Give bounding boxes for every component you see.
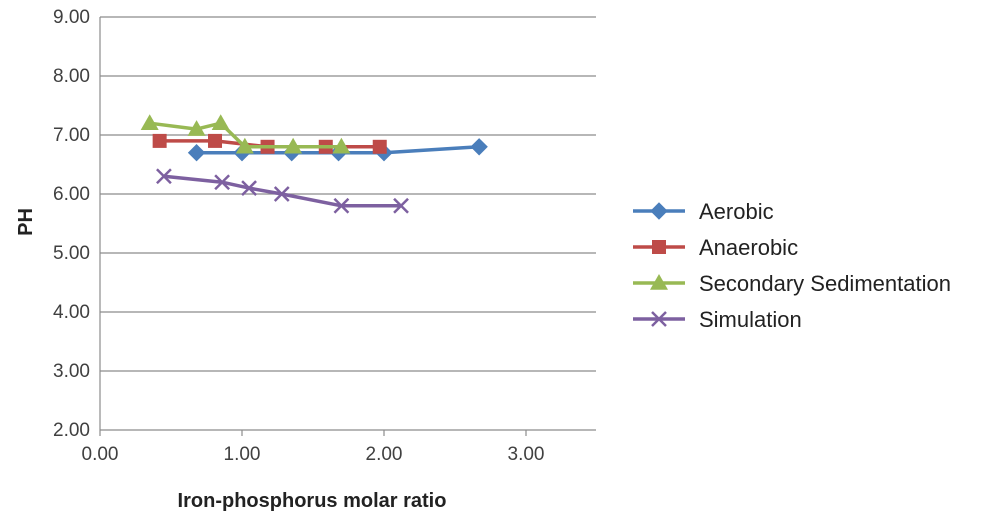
data-point — [140, 114, 159, 130]
x-tick-label: 0.00 — [82, 444, 119, 465]
x-tick-label: 2.00 — [366, 444, 403, 465]
legend-label: Simulation — [699, 307, 802, 332]
legend-label: Aerobic — [699, 199, 774, 224]
data-point — [652, 240, 666, 254]
y-axis-title: PH — [15, 208, 37, 236]
data-point-stroke — [333, 197, 350, 214]
legend-label: Anaerobic — [699, 235, 798, 260]
legend-item: Aerobic — [633, 199, 774, 224]
data-point-stroke — [273, 186, 290, 202]
data-point — [241, 180, 257, 196]
y-tick-label: 4.00 — [53, 302, 90, 323]
data-point — [651, 311, 667, 327]
x-axis-title: Iron-phosphorus molar ratio — [178, 490, 447, 512]
data-point-stroke — [156, 168, 172, 185]
legend-label: Secondary Sedimentation — [699, 271, 951, 296]
axes — [99, 17, 596, 436]
y-tick-labels: 2.00 3.00 4.00 5.00 6.00 7.00 8.00 9.00 — [53, 7, 90, 441]
data-point — [650, 274, 668, 290]
legend: Aerobic Anaerobic Secondary Sedimentation S… — [633, 199, 951, 332]
data-point — [650, 202, 668, 220]
data-point — [333, 197, 350, 214]
data-point-stroke — [241, 180, 257, 196]
y-tick-label: 5.00 — [53, 243, 90, 264]
data-series — [140, 114, 488, 214]
x-tick-label: 1.00 — [224, 444, 261, 465]
x-tick-labels: 0.00 1.00 2.00 3.00 — [82, 444, 545, 465]
data-point — [393, 197, 409, 214]
y-tick-label: 9.00 — [53, 7, 90, 28]
data-point — [152, 133, 167, 148]
data-point — [284, 137, 303, 154]
data-point — [187, 120, 206, 136]
data-point — [470, 138, 488, 156]
data-point — [187, 143, 206, 162]
data-point — [208, 133, 223, 148]
y-tick-label: 7.00 — [53, 125, 90, 146]
series-secondary-sedimentation — [140, 114, 351, 154]
data-point — [235, 137, 254, 154]
legend-item: Secondary Sedimentation — [633, 271, 951, 296]
y-tick-label: 2.00 — [53, 420, 90, 441]
series-anaerobic — [152, 133, 387, 154]
series-line — [149, 121, 342, 149]
data-point — [273, 186, 290, 202]
data-point-stroke — [651, 311, 667, 327]
data-point — [214, 174, 231, 191]
y-tick-label: 8.00 — [53, 66, 90, 87]
series-simulation — [156, 168, 409, 214]
legend-item: Anaerobic — [633, 235, 798, 260]
data-point — [372, 139, 387, 154]
x-tick-label: 3.00 — [508, 444, 545, 465]
gridlines — [100, 16, 596, 372]
data-point — [332, 137, 351, 154]
data-point-stroke — [214, 174, 231, 191]
data-point-stroke — [393, 197, 409, 214]
legend-item: Simulation — [633, 307, 802, 332]
y-tick-label: 3.00 — [53, 361, 90, 382]
data-point — [211, 114, 230, 130]
data-point — [156, 168, 172, 185]
series-line — [163, 174, 402, 208]
y-tick-label: 6.00 — [53, 184, 90, 205]
